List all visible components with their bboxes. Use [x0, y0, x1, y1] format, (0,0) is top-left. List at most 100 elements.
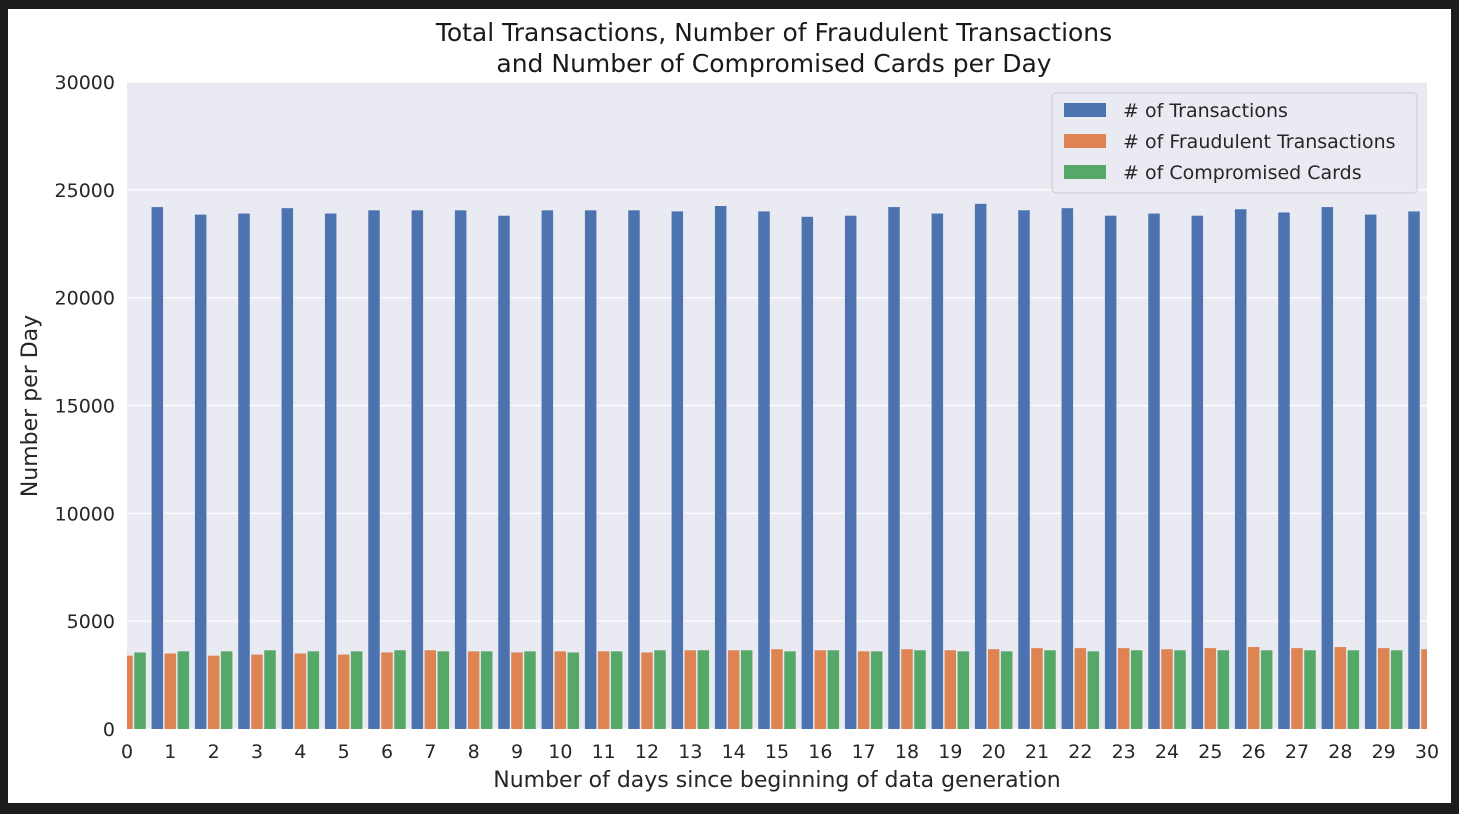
x-tick-label: 12: [635, 741, 659, 763]
x-tick-label: 18: [895, 741, 919, 763]
bar-transactions-day-24: [1148, 213, 1160, 730]
bar-compromised-day-15: [784, 651, 796, 729]
bar-fraudulent-day-4: [294, 653, 307, 729]
y-tick-label: 20000: [55, 288, 115, 310]
bar-fraudulent-day-24: [1161, 649, 1173, 729]
bar-transactions-day-17: [844, 215, 857, 730]
bar-transactions-day-26: [1234, 209, 1247, 729]
bar-fraudulent-day-6: [381, 652, 393, 729]
bar-compromised-day-28: [1347, 650, 1360, 729]
bar-transactions-day-6: [368, 210, 380, 730]
bar-transactions-day-27: [1278, 212, 1290, 729]
bar-fraudulent-day-21: [1031, 648, 1043, 729]
x-tick-label: 30: [1415, 741, 1439, 763]
x-tick-label: 25: [1198, 741, 1222, 763]
bar-compromised-day-27: [1304, 650, 1316, 729]
bar-compromised-day-7: [437, 651, 450, 729]
y-tick-label: 0: [103, 719, 115, 741]
legend-label-fraudulent: # of Fraudulent Transactions: [1123, 131, 1396, 153]
bar-fraudulent-day-22: [1074, 648, 1087, 729]
legend-swatch-compromised: [1064, 165, 1106, 179]
x-tick-label: 13: [678, 741, 702, 763]
bar-fraudulent-day-29: [1377, 648, 1390, 729]
bar-compromised-day-5: [350, 651, 363, 729]
bar-transactions-day-3: [238, 213, 250, 730]
bar-fraudulent-day-26: [1247, 647, 1260, 729]
y-tick-labels: 0 5000 10000 15000 20000 25000 30000: [55, 72, 115, 741]
bar-fraudulent-day-0: [127, 655, 133, 729]
bar-fraudulent-day-8: [467, 651, 480, 729]
bar-fraudulent-day-28: [1334, 647, 1347, 729]
bar-transactions-day-16: [801, 216, 814, 729]
bar-compromised-day-16: [827, 650, 840, 729]
bar-transactions-day-8: [454, 210, 467, 730]
y-tick-label: 30000: [55, 72, 115, 94]
x-tick-label: 23: [1112, 741, 1136, 763]
bar-transactions-day-5: [324, 213, 337, 730]
bar-fraudulent-day-23: [1117, 648, 1130, 729]
bar-compromised-day-1: [177, 651, 190, 729]
x-tick-label: 24: [1155, 741, 1179, 763]
chart-title-line-1: Total Transactions, Number of Fraudulent…: [435, 18, 1112, 47]
bar-fraudulent-day-2: [207, 655, 220, 729]
bar-fraudulent-day-11: [597, 651, 610, 729]
bar-transactions-day-7: [411, 210, 424, 730]
legend-frame: [1051, 92, 1418, 194]
bar-compromised-day-2: [220, 651, 233, 729]
bar-fraudulent-day-12: [641, 652, 653, 729]
bar-compromised-day-23: [1130, 650, 1143, 729]
bar-compromised-day-4: [307, 651, 320, 729]
x-tick-label: 22: [1068, 741, 1092, 763]
chart-svg: Total Transactions, Number of Fraudulent…: [18, 18, 1439, 793]
x-tick-label: 1: [164, 741, 176, 763]
x-tick-label: 29: [1372, 741, 1396, 763]
bar-fraudulent-day-14: [727, 650, 740, 729]
bar-fraudulent-day-3: [251, 654, 263, 729]
y-axis-label: Number per Day: [18, 315, 43, 497]
bar-fraudulent-day-1: [164, 653, 177, 729]
bar-transactions-day-14: [714, 206, 727, 730]
x-tick-label: 21: [1025, 741, 1049, 763]
bar-transactions-day-13: [671, 211, 684, 729]
bar-fraudulent-day-20: [987, 649, 1000, 729]
bar-transactions-day-12: [628, 210, 640, 730]
bars: [127, 203, 1427, 730]
bar-compromised-day-13: [697, 650, 710, 729]
x-tick-label: 0: [121, 741, 133, 763]
bar-fraudulent-day-13: [684, 650, 697, 729]
bar-fraudulent-day-25: [1204, 648, 1217, 729]
y-tick-label: 5000: [67, 611, 115, 633]
bar-compromised-day-25: [1217, 650, 1230, 729]
bar-compromised-day-22: [1087, 651, 1100, 729]
bar-transactions-day-25: [1191, 215, 1204, 730]
bar-fraudulent-day-10: [554, 651, 567, 729]
bar-compromised-day-3: [264, 650, 276, 729]
bar-transactions-day-1: [151, 207, 164, 729]
bar-fraudulent-day-30: [1421, 649, 1427, 729]
bar-fraudulent-day-5: [337, 654, 350, 729]
y-tick-label: 10000: [55, 503, 115, 525]
bar-transactions-day-20: [974, 203, 987, 729]
bar-transactions-day-28: [1321, 207, 1334, 729]
x-tick-label: 16: [808, 741, 832, 763]
legend: # of Transactions # of Fraudulent Transa…: [1051, 92, 1418, 194]
bar-compromised-day-19: [957, 651, 970, 729]
y-tick-label: 15000: [55, 396, 115, 418]
x-tick-label: 27: [1285, 741, 1309, 763]
x-tick-label: 28: [1328, 741, 1352, 763]
chart-figure: Total Transactions, Number of Fraudulent…: [8, 9, 1451, 803]
bar-compromised-day-14: [740, 650, 753, 729]
x-tick-label: 3: [251, 741, 263, 763]
bar-transactions-day-21: [1018, 210, 1030, 730]
bar-fraudulent-day-16: [814, 650, 827, 729]
x-tick-label: 4: [294, 741, 306, 763]
chart-title-line-2: and Number of Compromised Cards per Day: [496, 49, 1051, 78]
x-tick-label: 2: [208, 741, 220, 763]
x-tick-label: 8: [468, 741, 480, 763]
legend-label-compromised: # of Compromised Cards: [1123, 162, 1362, 184]
bar-compromised-day-26: [1260, 650, 1273, 729]
bar-compromised-day-21: [1044, 650, 1056, 729]
x-tick-label: 14: [722, 741, 746, 763]
x-tick-label: 17: [852, 741, 876, 763]
legend-label-transactions: # of Transactions: [1123, 100, 1288, 122]
